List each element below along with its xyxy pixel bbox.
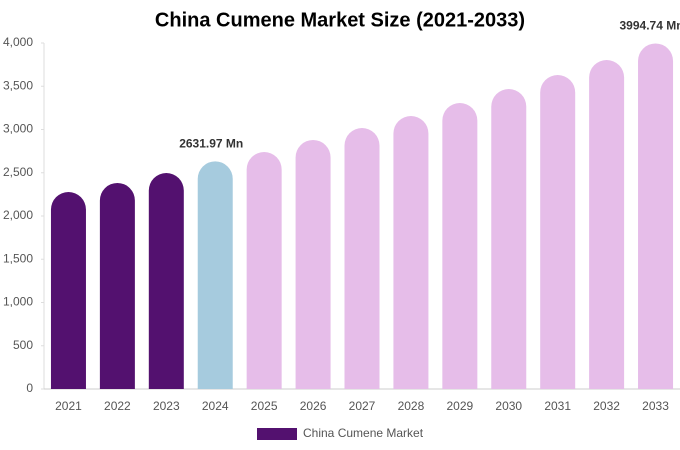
bar (638, 43, 674, 390)
y-tick-label: 4,000 (3, 35, 33, 49)
x-tick-label: 2026 (300, 399, 327, 413)
bar (344, 128, 380, 390)
y-tick-label: 2,000 (3, 208, 33, 222)
x-tick-label: 2022 (104, 399, 131, 413)
y-tick-label: 500 (13, 338, 33, 352)
bar (393, 116, 429, 389)
legend-swatch (257, 428, 297, 440)
bar (99, 182, 135, 389)
y-tick-label: 3,500 (3, 78, 33, 92)
x-tick-label: 2025 (251, 399, 278, 413)
chart-title: China Cumene Market Size (2021-2033) (155, 9, 525, 31)
value-label: 2631.97 Mn (179, 137, 243, 151)
bar (50, 192, 86, 389)
x-tick-label: 2021 (55, 399, 82, 413)
x-tick-label: 2032 (593, 399, 620, 413)
x-tick-label: 2027 (349, 399, 376, 413)
x-tick-label: 2024 (202, 399, 229, 413)
value-label: 3994.74 Mn (620, 19, 680, 33)
bar (589, 60, 625, 390)
y-tick-label: 3,000 (3, 122, 33, 136)
y-tick-label: 0 (26, 381, 33, 395)
legend-label: China Cumene Market (303, 426, 424, 440)
bar (295, 139, 331, 389)
x-tick-label: 2030 (495, 399, 522, 413)
x-tick-label: 2028 (398, 399, 425, 413)
y-tick-label: 1,500 (3, 251, 33, 265)
x-tick-label: 2033 (642, 399, 669, 413)
x-tick-label: 2023 (153, 399, 180, 413)
bar (148, 173, 184, 389)
x-tick-label: 2029 (446, 399, 473, 413)
bar (540, 75, 576, 389)
bar (442, 103, 478, 389)
bar (197, 161, 233, 389)
bar (246, 151, 282, 389)
y-tick-label: 2,500 (3, 165, 33, 179)
y-tick-label: 1,000 (3, 295, 33, 309)
x-tick-label: 2031 (544, 399, 571, 413)
bar (491, 89, 527, 389)
